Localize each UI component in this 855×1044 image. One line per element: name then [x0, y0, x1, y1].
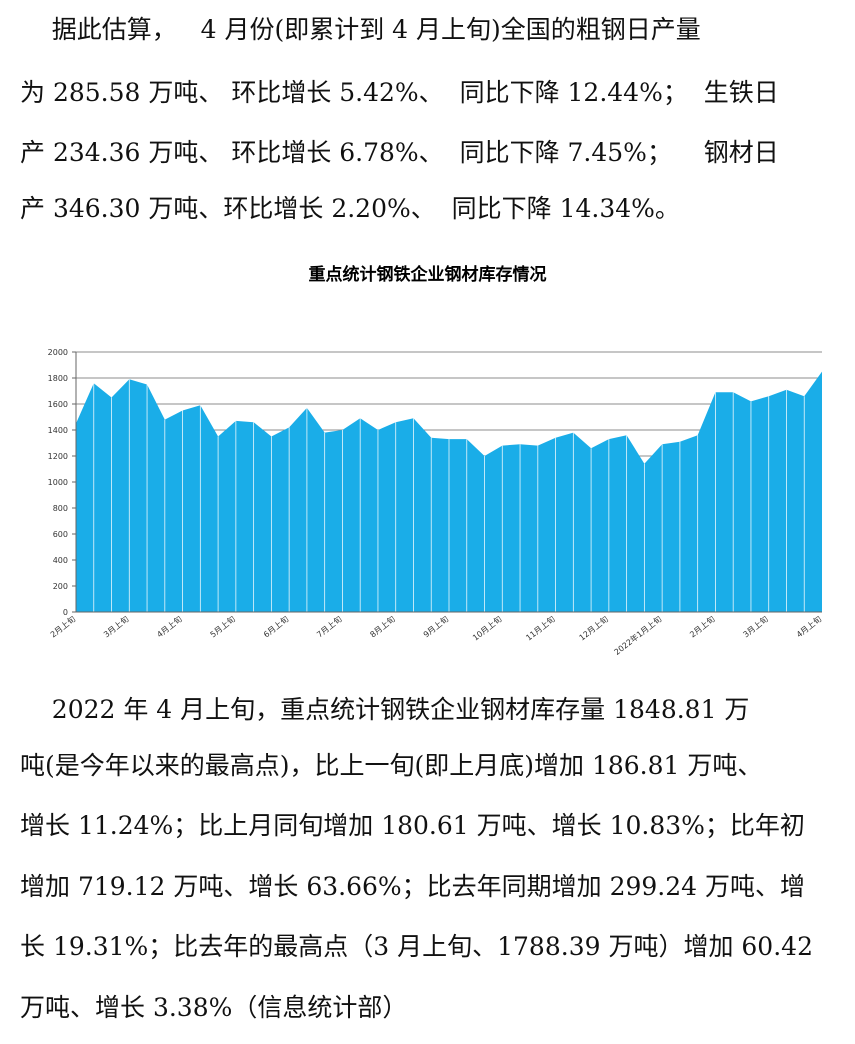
- x-tick-label: 10月上旬: [470, 614, 503, 643]
- y-tick-label: 400: [53, 556, 68, 565]
- x-tick-label: 8月上旬: [368, 614, 397, 640]
- y-tick-label: 1000: [48, 478, 68, 487]
- paragraph-line: 2022 年 4 月上旬，重点统计钢铁企业钢材库存量 1848.81 万: [20, 695, 750, 724]
- paragraph-line: 增长 11.24%；比上月同旬增加 180.61 万吨、增长 10.83%；比年…: [20, 811, 805, 840]
- x-tick-label: 3月上旬: [101, 614, 130, 640]
- paragraph-line: 长 19.31%；比去年的最高点（3 月上旬、1788.39 万吨）增加 60.…: [20, 932, 813, 961]
- paragraph-line: 万吨、增长 3.38%（信息统计部）: [20, 993, 408, 1022]
- x-tick-label: 11月上旬: [524, 614, 557, 643]
- inventory-area-chart: 0 200 400 600 800 1000 1200 1400 1600 1800 2000 2月上…: [48, 348, 824, 657]
- y-tick-label: 0: [63, 608, 68, 617]
- x-tick-label: 4月上旬: [155, 614, 184, 640]
- x-tick-label: 2月上旬: [48, 614, 77, 640]
- paragraph-line: 产 346.30 万吨、环比增长 2.20%、 同比下降 14.34%。: [20, 194, 680, 223]
- paragraph-line: 据此估算， 4 月份(即累计到 4 月上旬)全国的粗钢日产量: [20, 15, 701, 44]
- paragraph-line: 为 285.58 万吨、 环比增长 5.42%、 同比下降 12.44%； 生铁…: [20, 78, 779, 107]
- x-tick-label: 3月上旬: [741, 614, 770, 640]
- y-tick-label: 1600: [48, 400, 68, 409]
- x-tick-label: 2月上旬: [688, 614, 717, 640]
- y-tick-label: 1400: [48, 426, 68, 435]
- x-tick-label: 7月上旬: [315, 614, 344, 640]
- x-tick-label: 9月上旬: [421, 614, 450, 640]
- x-tick-label: 12月上旬: [577, 614, 610, 643]
- paragraph-line: 吨(是今年以来的最高点)，比上一旬(即上月底)增加 186.81 万吨、: [20, 751, 763, 780]
- x-tick-label: 4月上旬: [794, 614, 823, 640]
- x-tick-label: 6月上旬: [261, 614, 290, 640]
- y-tick-label: 200: [53, 582, 68, 591]
- y-tick-label: 800: [53, 504, 68, 513]
- chart-title: 重点统计钢铁企业钢材库存情况: [308, 265, 547, 285]
- x-tick-label: 2022年1月上旬: [612, 614, 663, 657]
- y-tick-label: 600: [53, 530, 68, 539]
- paragraph-line: 产 234.36 万吨、 环比增长 6.78%、 同比下降 7.45%； 钢材日: [20, 138, 779, 167]
- x-tick-label: 5月上旬: [208, 614, 237, 640]
- y-tick-label: 1200: [48, 452, 68, 461]
- y-tick-label: 1800: [48, 374, 68, 383]
- y-tick-label: 2000: [48, 348, 68, 357]
- paragraph-line: 增加 719.12 万吨、增长 63.66%；比去年同期增加 299.24 万吨…: [20, 872, 806, 901]
